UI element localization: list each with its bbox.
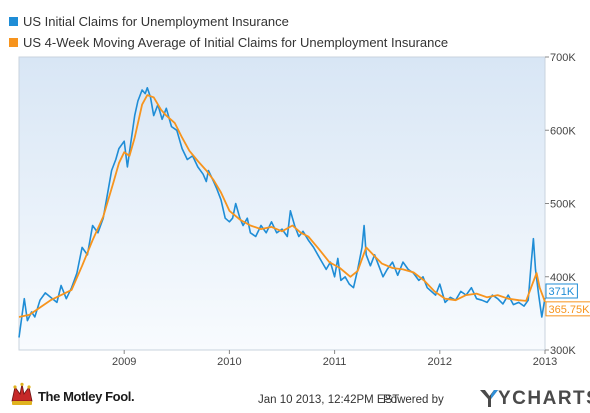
plot-area	[18, 56, 546, 351]
y-tick-label: 300K	[550, 345, 576, 357]
legend-label-moving-average: US 4-Week Moving Average of Initial Clai…	[23, 35, 449, 50]
x-tick-label: 2012	[428, 356, 452, 368]
series-lines	[18, 87, 546, 338]
legend-item-initial-claims[interactable]: US Initial Claims for Unemployment Insur…	[9, 11, 448, 32]
legend-swatch-blue	[9, 17, 18, 26]
legend-item-moving-average[interactable]: US 4-Week Moving Average of Initial Clai…	[9, 32, 448, 53]
y-tick-label: 400K	[550, 272, 576, 284]
end-label-box	[545, 283, 578, 299]
end-value-labels: 371K 365.75K	[545, 283, 590, 317]
end-label-box	[545, 301, 590, 317]
footer: The Motley Fool. Jan 10 2013, 12:42PM ES…	[0, 380, 590, 413]
x-tick-label: 2011	[323, 356, 347, 368]
x-axis: 2009 2010 2011 2012 2013	[112, 350, 557, 368]
ycharts-logo-icon[interactable]	[479, 388, 499, 408]
moving-average-line[interactable]	[18, 94, 546, 318]
motley-fool-jester-icon	[11, 382, 33, 405]
ycharts-wordmark[interactable]: YCHARTS	[498, 388, 590, 409]
x-tick-label: 2013	[533, 356, 557, 368]
y-tick-label: 500K	[550, 199, 576, 211]
brand-name: The Motley Fool.	[38, 389, 135, 404]
legend-label-initial-claims: US Initial Claims for Unemployment Insur…	[23, 14, 289, 29]
x-tick-label: 2010	[217, 356, 241, 368]
legend-swatch-orange	[9, 38, 18, 47]
y-tick-label: 600K	[550, 125, 576, 137]
end-value-label: 365.75K	[549, 304, 590, 316]
timestamp: Jan 10 2013, 12:42PM EST.	[258, 394, 402, 406]
chart-legend: US Initial Claims for Unemployment Insur…	[9, 11, 448, 53]
x-tick-label: 2009	[112, 356, 136, 368]
y-axis: 300K 400K 500K 600K 700K	[545, 52, 576, 357]
powered-by-text: Powered by	[383, 394, 444, 406]
end-value-label: 371K	[549, 286, 575, 298]
y-tick-label: 700K	[550, 52, 576, 64]
